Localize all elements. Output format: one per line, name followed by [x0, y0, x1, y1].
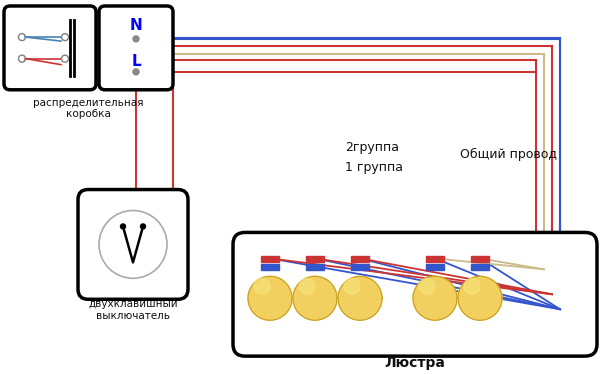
Circle shape	[140, 224, 146, 229]
Polygon shape	[413, 276, 457, 320]
Polygon shape	[338, 276, 382, 320]
Bar	[351, 264, 369, 270]
Bar	[426, 264, 444, 270]
FancyBboxPatch shape	[99, 6, 173, 90]
Polygon shape	[254, 278, 270, 294]
Polygon shape	[464, 278, 480, 294]
Polygon shape	[344, 278, 360, 294]
Text: N: N	[130, 18, 142, 33]
Text: L: L	[131, 54, 141, 69]
Polygon shape	[293, 276, 337, 320]
Circle shape	[121, 224, 125, 229]
Bar	[261, 264, 279, 270]
Bar	[471, 264, 489, 270]
Bar	[261, 256, 279, 262]
Bar	[306, 264, 324, 270]
Circle shape	[133, 69, 139, 75]
Text: 2группа: 2группа	[345, 141, 399, 154]
FancyBboxPatch shape	[4, 6, 96, 90]
Text: Общий провод: Общий провод	[460, 148, 557, 161]
Text: распределительная
коробка: распределительная коробка	[33, 98, 144, 119]
Polygon shape	[419, 278, 435, 294]
Text: 1 группа: 1 группа	[345, 161, 403, 174]
FancyBboxPatch shape	[233, 232, 597, 356]
Polygon shape	[299, 278, 315, 294]
Polygon shape	[458, 276, 502, 320]
Bar	[351, 256, 369, 262]
Bar	[471, 256, 489, 262]
Text: Люстра: Люстра	[385, 356, 445, 370]
Bar	[426, 256, 444, 262]
Text: двухклавишный
выключатель: двухклавишный выключатель	[88, 299, 178, 321]
Polygon shape	[248, 276, 292, 320]
Bar	[306, 256, 324, 262]
Circle shape	[133, 36, 139, 42]
FancyBboxPatch shape	[78, 190, 188, 299]
